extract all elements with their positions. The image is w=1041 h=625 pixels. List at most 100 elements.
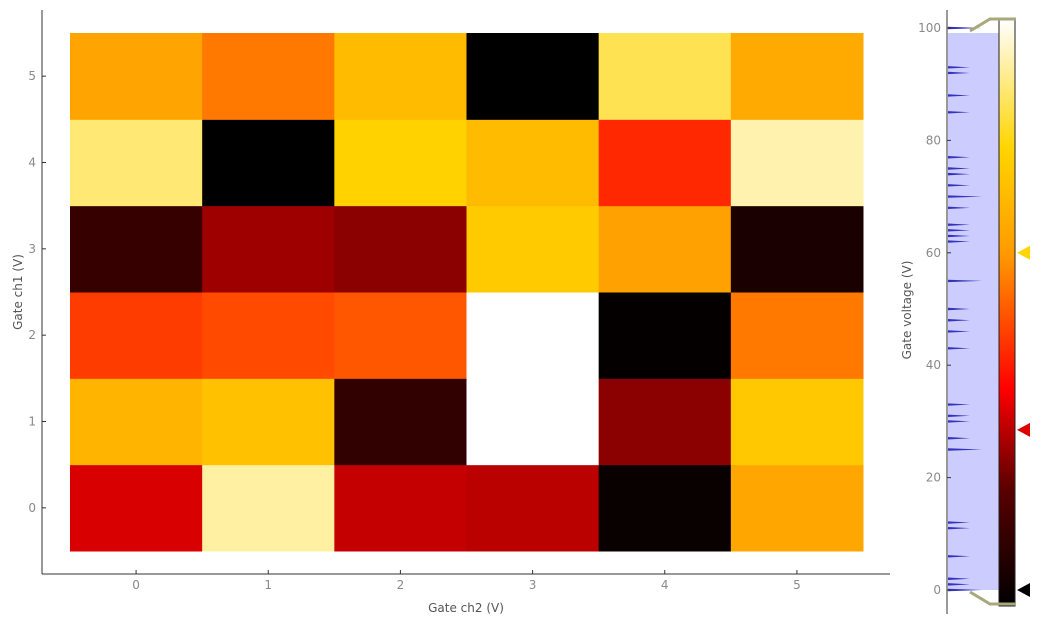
histogram-spike [948, 279, 982, 283]
histogram-background [948, 33, 999, 590]
heatmap-cell-5-3 [730, 205, 864, 293]
histogram-spike [948, 555, 970, 558]
heatmap-cell-2-2 [334, 292, 467, 379]
colorbar-tick-label: 20 [926, 471, 941, 485]
heatmap-cell-1-5 [202, 33, 335, 120]
heatmap-cell-2-0 [334, 464, 467, 552]
heatmap-cell-0-0 [70, 464, 203, 552]
histogram-spike [948, 330, 970, 333]
histogram-spike [948, 521, 970, 524]
histogram-spike [948, 184, 970, 187]
histogram-spike [948, 234, 970, 238]
colorbar-title: Gate voltage (V) [900, 261, 914, 360]
heatmap-cell-2-5 [334, 33, 467, 120]
histogram-spike [948, 156, 970, 159]
colorbar-tick-label: 100 [918, 21, 941, 35]
heatmap-cell-2-3 [334, 205, 467, 293]
level-marker-handle[interactable] [1017, 245, 1030, 260]
x-tick-label: 0 [132, 578, 140, 592]
y-ticks: 0 1 2 3 4 5 [28, 69, 46, 515]
heatmap-cells [70, 33, 864, 552]
histogram-spike [948, 172, 970, 176]
y-tick-label: 4 [28, 156, 36, 170]
colorbar-tick-label: 40 [926, 358, 941, 372]
y-tick-label: 1 [28, 415, 36, 429]
histogram-spike [948, 229, 970, 232]
heatmap-cell-5-1 [730, 378, 864, 466]
heatmap-cell-2-1 [334, 378, 467, 466]
histogram-spike [948, 583, 970, 586]
histogram-spike [948, 26, 982, 30]
heatmap-cell-1-0 [202, 464, 335, 552]
histogram-spike [948, 206, 970, 210]
heatmap-cell-1-4 [202, 119, 335, 207]
x-axis-title: Gate ch2 (V) [428, 601, 504, 615]
colorbar: 0 20 40 60 80 100 Gate voltage (V) [900, 10, 1030, 614]
histogram-spike [948, 223, 970, 226]
y-axis-title: Gate ch1 (V) [11, 254, 25, 330]
heatmap-cell-0-1 [70, 378, 203, 466]
histogram-spike [948, 111, 970, 114]
colorbar-tick-label: 0 [933, 583, 941, 597]
histogram-spike [948, 307, 970, 311]
x-tick-label: 5 [793, 578, 801, 592]
heatmap-cell-4-1 [598, 378, 732, 466]
heatmap-cell-4-2 [598, 292, 732, 379]
histogram-spike [948, 526, 970, 530]
heatmap-cell-4-0 [598, 464, 732, 552]
heatmap-cell-0-2 [70, 292, 203, 379]
y-tick-label: 2 [28, 328, 36, 342]
histogram-spike [948, 577, 970, 580]
x-ticks: 0 1 2 3 4 5 [132, 570, 801, 592]
heatmap-cell-0-3 [70, 205, 203, 293]
y-tick-label: 5 [28, 69, 36, 83]
heatmap-cell-1-1 [202, 378, 335, 466]
histogram-spike [948, 319, 970, 322]
histogram-spike [948, 71, 970, 75]
x-tick-label: 4 [661, 578, 669, 592]
histogram-spike [948, 167, 970, 170]
heatmap-cell-5-2 [730, 292, 864, 379]
heatmap-cell-2-4 [334, 119, 467, 207]
histogram-spikes [948, 26, 982, 592]
heatmap-cell-3-1 [466, 378, 600, 466]
heatmap-cell-5-5 [730, 33, 864, 120]
heatmap-cell-5-0 [730, 464, 864, 552]
x-tick-label: 3 [529, 578, 537, 592]
histogram-spike [948, 195, 982, 198]
heatmap-cell-4-3 [598, 205, 732, 293]
heatmap-cell-3-0 [466, 464, 600, 552]
heatmap-cell-3-3 [466, 205, 600, 293]
heatmap-cell-4-5 [598, 33, 732, 120]
y-tick-label: 0 [28, 501, 36, 515]
heatmap-cell-1-3 [202, 205, 335, 293]
level-marker-handle[interactable] [1017, 422, 1030, 437]
histogram-spike [948, 588, 982, 592]
heatmap-cell-0-4 [70, 119, 203, 207]
level-marker-handle[interactable] [1017, 583, 1030, 597]
x-tick-label: 2 [397, 578, 405, 592]
histogram-spike [948, 420, 970, 423]
y-tick-label: 3 [28, 242, 36, 256]
x-tick-label: 1 [264, 578, 272, 592]
histogram-spike [948, 94, 970, 97]
histogram-spike [948, 66, 970, 69]
level-markers [1017, 245, 1030, 597]
histogram-spike [948, 448, 982, 451]
level-connector-bottom [969, 590, 1016, 606]
colorbar-gradient [998, 18, 1016, 607]
heatmap-cell-3-5 [466, 33, 600, 120]
heatmap-cell-0-5 [70, 33, 203, 120]
histogram-spike [948, 403, 970, 406]
heatmap-cell-3-4 [466, 119, 600, 207]
histogram-spike [948, 437, 970, 440]
heatmap-cell-3-2 [466, 292, 600, 379]
colorbar-tick-label: 80 [926, 133, 941, 147]
histogram-spike [948, 240, 970, 243]
histogram-spike [948, 414, 970, 417]
histogram-spike [948, 347, 970, 350]
level-connector-top [969, 17, 1016, 33]
heatmap-cell-1-2 [202, 292, 335, 379]
colorbar-ticks: 0 20 40 60 80 100 [918, 21, 951, 597]
